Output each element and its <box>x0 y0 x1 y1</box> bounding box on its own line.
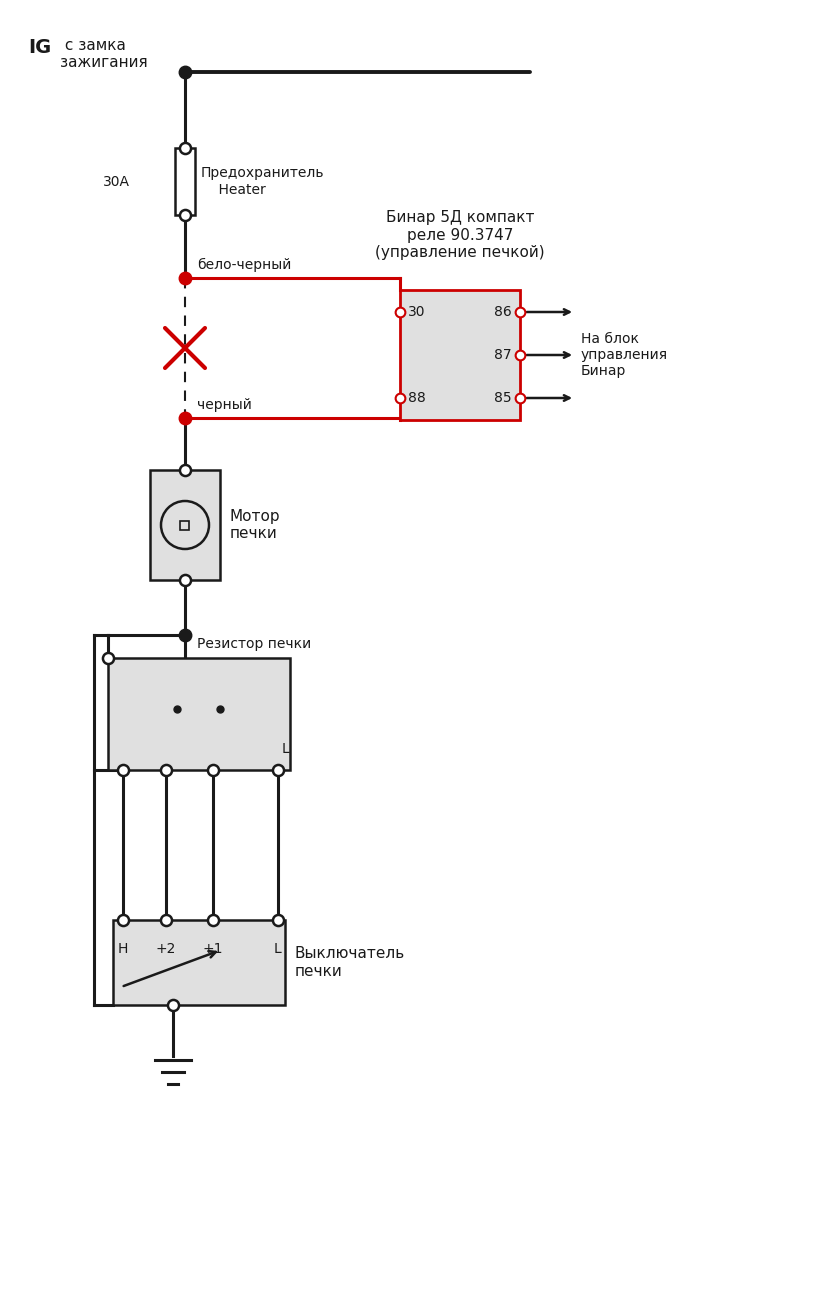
Text: +1: +1 <box>202 942 223 956</box>
Text: +2: +2 <box>156 942 176 956</box>
Text: 85: 85 <box>495 391 512 405</box>
Text: 88: 88 <box>408 391 425 405</box>
Bar <box>400 291 520 420</box>
Text: бело-черный: бело-черный <box>197 258 291 272</box>
Text: 86: 86 <box>495 305 512 319</box>
Text: L: L <box>282 741 290 756</box>
Text: Выключатель
печки: Выключатель печки <box>295 946 405 979</box>
Bar <box>113 920 285 1005</box>
Bar <box>180 520 189 529</box>
Text: На блок
управления
Бинар: На блок управления Бинар <box>581 332 668 378</box>
Text: IG: IG <box>28 38 51 57</box>
Text: Мотор
печки: Мотор печки <box>230 508 281 541</box>
Text: черный: черный <box>197 397 252 412</box>
Text: H: H <box>118 942 128 956</box>
Text: Бинар 5Д компакт
реле 90.3747
(управление печкой): Бинар 5Д компакт реле 90.3747 (управлени… <box>375 210 545 261</box>
Text: Резистор печки: Резистор печки <box>197 637 311 652</box>
Text: Предохранитель
    Heater: Предохранитель Heater <box>201 167 324 197</box>
Bar <box>175 149 195 215</box>
Text: 87: 87 <box>495 348 512 362</box>
Bar <box>150 470 220 580</box>
Text: 30: 30 <box>408 305 425 319</box>
Text: L: L <box>274 942 281 956</box>
Text: 30А: 30А <box>103 175 130 189</box>
Text: с замка
зажигания: с замка зажигания <box>60 38 147 70</box>
Bar <box>108 658 290 770</box>
